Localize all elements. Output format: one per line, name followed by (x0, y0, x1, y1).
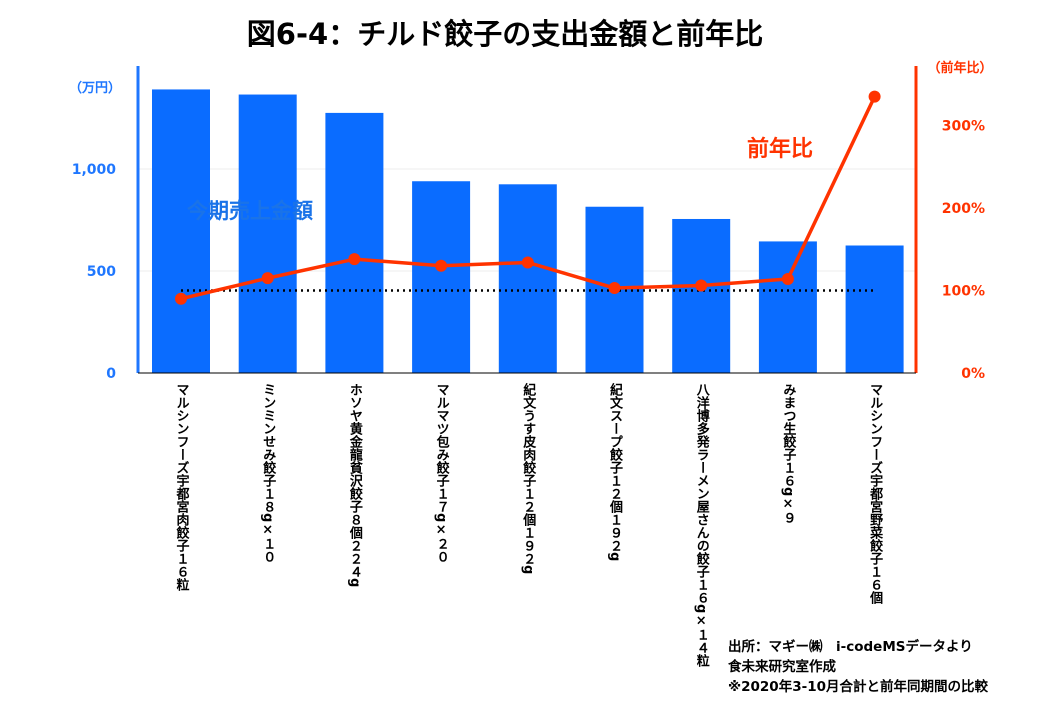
bar-series-label: 今期売上金額 (187, 199, 313, 223)
line-series-label: 前年比 (747, 136, 813, 162)
bar (412, 181, 471, 373)
yoy-point (781, 272, 794, 285)
category-label: マルマツ包み餃子１７g×２０ (434, 383, 450, 563)
right-tick-label: 0% (961, 366, 985, 382)
source-line-2: 食未来研究室作成 (728, 658, 836, 675)
bar (152, 89, 210, 373)
bar (845, 245, 904, 373)
bar (498, 184, 557, 373)
category-label: 紀文スープ餃子１２個１９２g (607, 382, 624, 561)
bar (758, 241, 817, 373)
left-tick-label: 500 (87, 264, 116, 280)
source-note: 出所：マギー㈱ i-codeMSデータより 食未来研究室作成 ※2020年3-1… (728, 638, 988, 695)
bar (238, 94, 297, 373)
left-tick-label: 0 (106, 366, 116, 382)
yoy-point (175, 292, 187, 305)
yoy-point (521, 256, 534, 269)
chart-title: 図6-4：チルド餃子の支出金額と前年比 (247, 17, 763, 51)
bar (325, 112, 384, 374)
source-line-3: ※2020年3-10月合計と前年同期間の比較 (728, 678, 988, 695)
right-tick-label: 300% (942, 119, 985, 135)
right-tick-label: 100% (942, 284, 985, 300)
bar (672, 218, 731, 373)
bar-series (152, 89, 904, 374)
yoy-point (261, 272, 274, 285)
left-axis-unit: （万円） (69, 80, 121, 96)
category-label: ミンミンせみ餃子１８g×１０ (260, 383, 276, 563)
yoy-point (695, 279, 708, 292)
right-tick-label: 200% (942, 201, 985, 217)
category-label: マルシンフーズ宇都宮野菜餃子１６個 (867, 383, 884, 605)
source-line-1: 出所：マギー㈱ i-codeMSデータより (728, 638, 973, 655)
category-label: 八洋博多発ラーメン屋さんの餃子１６g×１４粒 (694, 383, 711, 668)
category-label: ホソヤ黄金龍貧沢餃子８個２２４g (347, 383, 364, 587)
right-tick-labels: 0% 100% 200% 300% (942, 119, 985, 383)
right-axis-unit: （前年比） (927, 60, 992, 76)
yoy-point (868, 90, 881, 103)
yoy-point (608, 282, 621, 295)
yoy-point (435, 259, 448, 272)
yoy-point (348, 253, 361, 266)
left-tick-labels: 0 500 1,000 (72, 162, 117, 382)
category-label: 紀文うす皮肉餃子１２個１９２g (520, 382, 537, 574)
line-series (175, 90, 881, 305)
category-label: マルシンフーズ宇都宮肉餃子１６粒 (174, 383, 191, 591)
category-label: みまつ生餃子１６g×９ (780, 383, 796, 524)
category-labels: マルシンフーズ宇都宮肉餃子１６粒 ミンミンせみ餃子１８g×１０ ホソヤ黄金龍貧沢餃子… (174, 382, 884, 667)
left-tick-label: 1,000 (72, 162, 117, 178)
